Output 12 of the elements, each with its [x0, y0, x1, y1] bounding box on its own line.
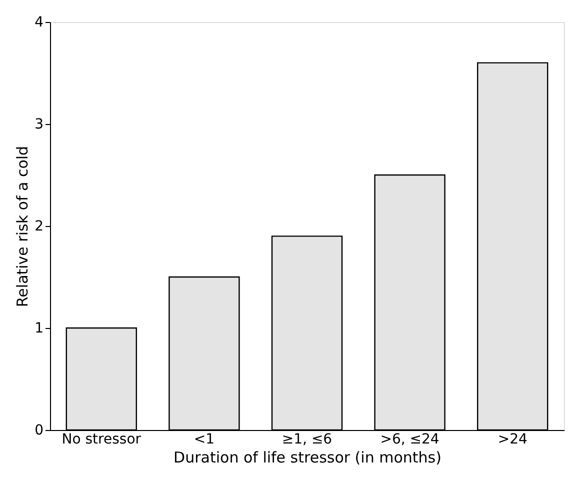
- x-tick-label: No stressor: [62, 432, 142, 448]
- x-axis-title: Duration of life stressor (in months): [174, 448, 442, 466]
- y-tick-label: 1: [34, 320, 44, 336]
- y-axis-title: Relative risk of a cold: [14, 146, 32, 308]
- y-tick-label: 3: [34, 116, 44, 132]
- x-tick-label: >6, ≤24: [380, 432, 440, 448]
- x-tick-label: ≥1, ≤6: [282, 432, 332, 448]
- y-tick-label: 0: [34, 422, 44, 438]
- y-tick-label: 4: [34, 14, 44, 30]
- x-tick-label: <1: [194, 432, 215, 448]
- x-tick-label: >24: [498, 432, 528, 448]
- y-tick-label: 2: [34, 218, 44, 234]
